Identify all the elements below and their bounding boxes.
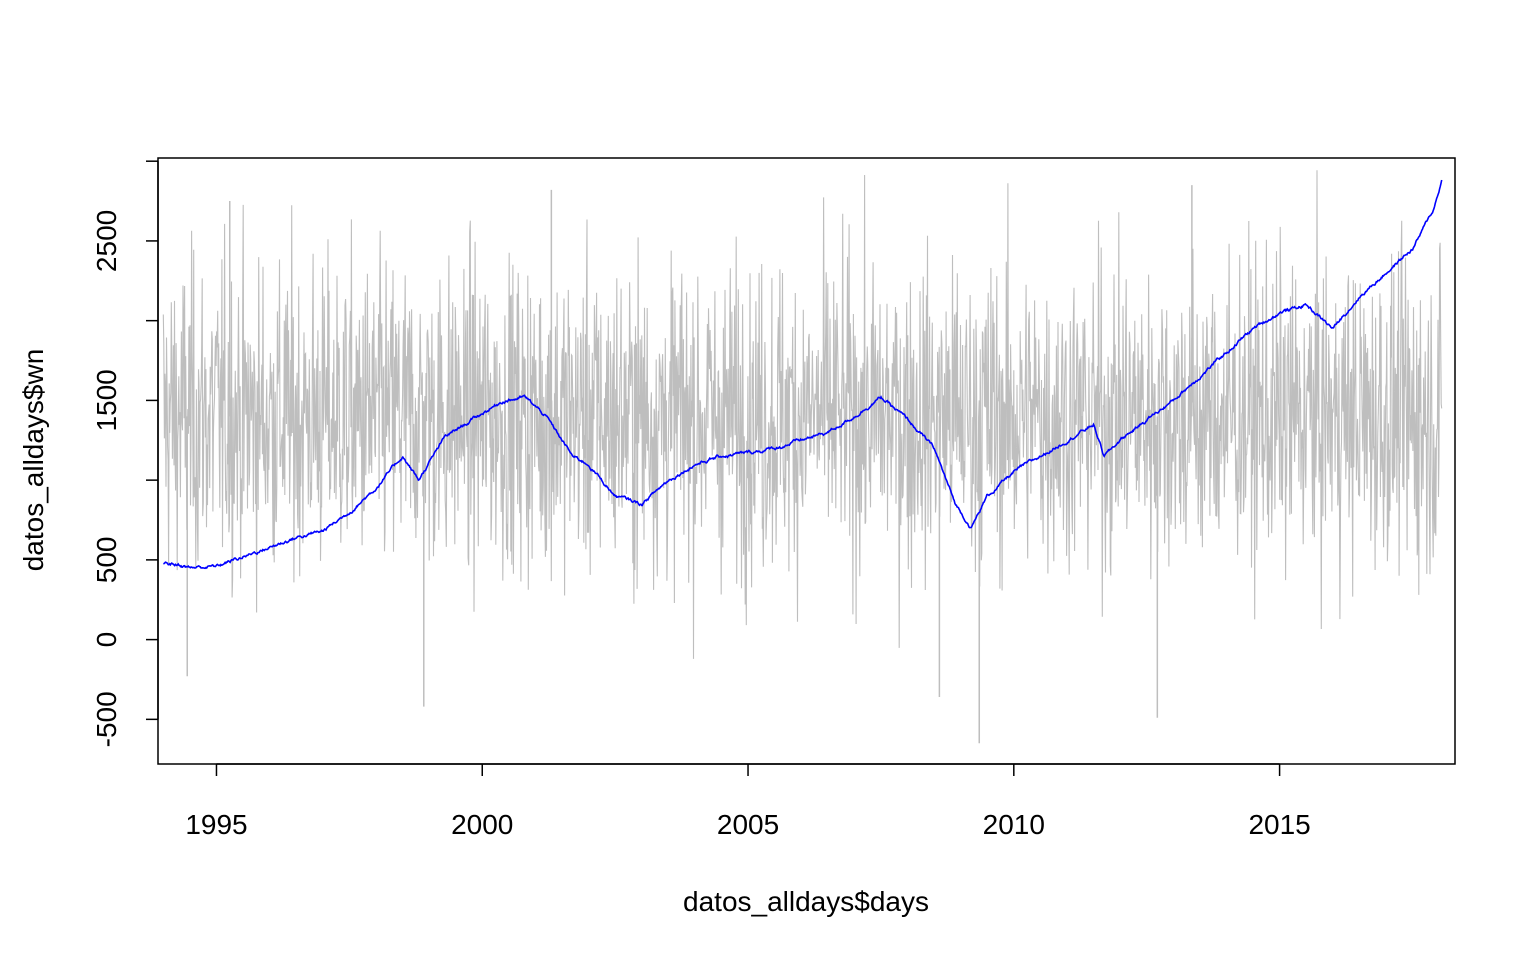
y-tick-label: 500 <box>91 537 122 584</box>
x-tick-label: 2015 <box>1248 809 1310 840</box>
series-layer <box>162 170 1443 744</box>
y-axis-title: datos_alldays$wn <box>18 349 49 572</box>
y-tick-label: 1500 <box>91 369 122 431</box>
y-tick-label: -500 <box>91 691 122 747</box>
x-tick-label: 2010 <box>983 809 1045 840</box>
x-tick-label: 1995 <box>185 809 247 840</box>
x-axis-title: datos_alldays$days <box>683 886 929 917</box>
x-tick-label: 2005 <box>717 809 779 840</box>
x-axis: 1995 2000 2005 2010 2015 <box>185 763 1311 840</box>
y-tick-label: 2500 <box>91 210 122 272</box>
series-blue-walk <box>163 179 1443 570</box>
y-axis: -500 0 500 1500 2500 <box>91 160 159 747</box>
series-grey-noise <box>162 170 1443 659</box>
y-tick-label: 0 <box>91 632 122 648</box>
x-tick-label: 2000 <box>451 809 513 840</box>
